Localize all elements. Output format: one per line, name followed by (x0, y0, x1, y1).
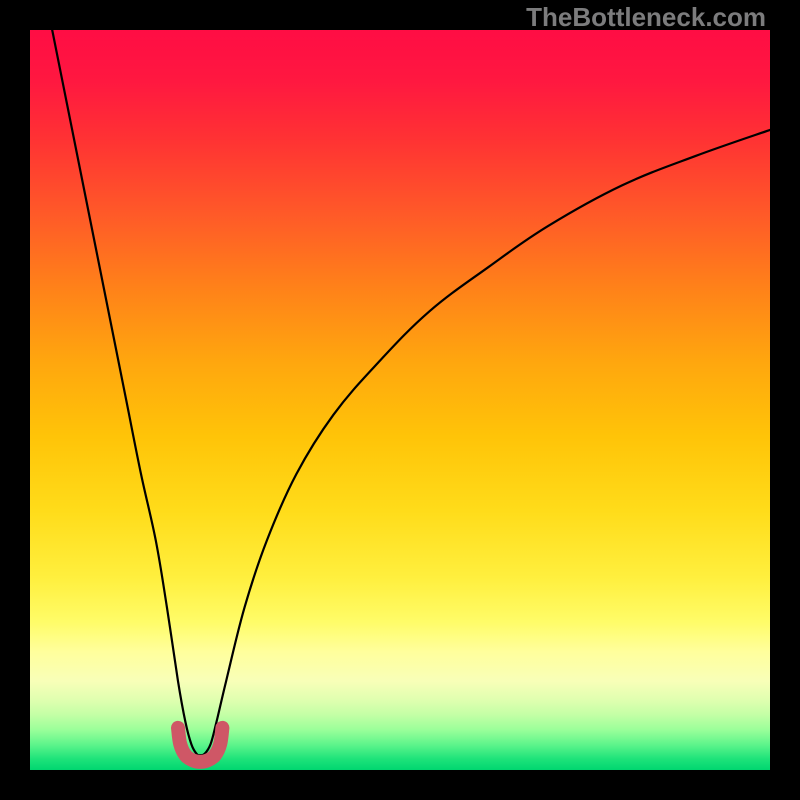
watermark-text: TheBottleneck.com (526, 2, 766, 33)
bottleneck-chart (0, 0, 800, 800)
chart-frame: TheBottleneck.com (0, 0, 800, 800)
plot-background (30, 30, 770, 770)
